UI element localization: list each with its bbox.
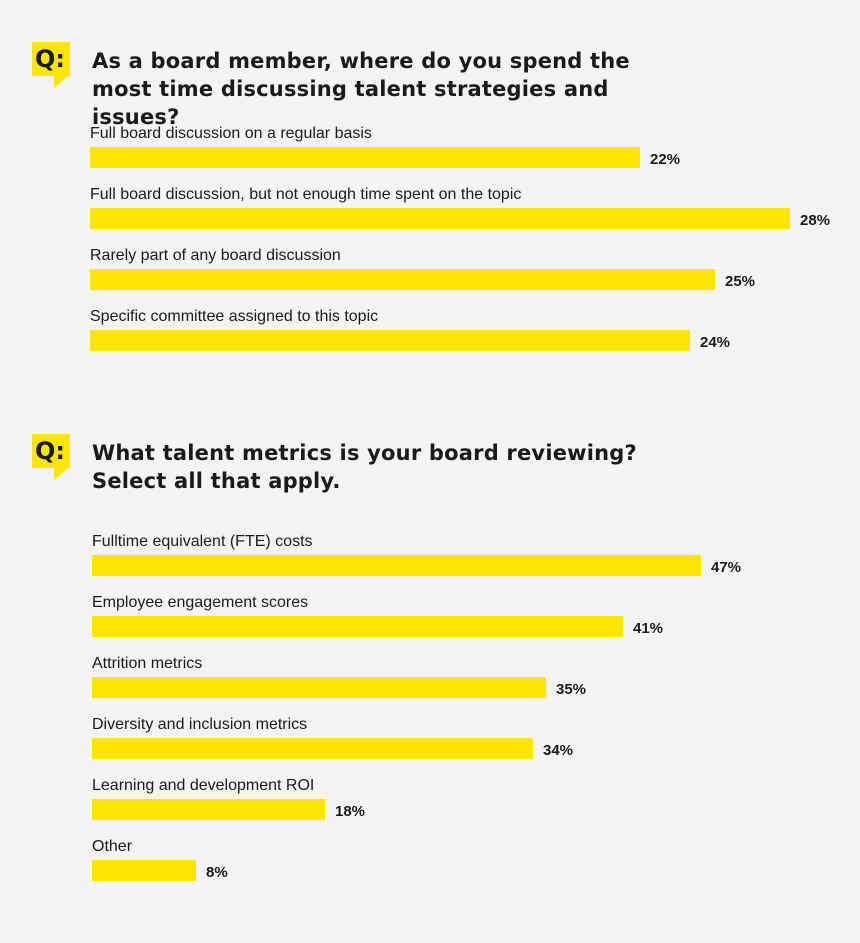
question-title: As a board member, where do you spend th… xyxy=(92,49,630,129)
value-label: 25% xyxy=(725,273,756,290)
bar xyxy=(90,269,715,290)
bar-row: Attrition metrics 35% xyxy=(92,654,860,710)
question-title: What talent metrics is your board review… xyxy=(92,441,637,493)
bar xyxy=(92,799,325,820)
bar-row: Full board discussion, but not enough ti… xyxy=(90,185,860,241)
bar xyxy=(90,147,640,168)
bar-row: Specific committee assigned to this topi… xyxy=(90,307,860,363)
bar xyxy=(92,860,196,881)
value-label: 8% xyxy=(206,864,228,881)
bar xyxy=(92,616,623,637)
category-label: Attrition metrics xyxy=(92,655,203,672)
bar xyxy=(92,677,546,698)
value-label: 35% xyxy=(556,681,587,698)
question-badge: Q: xyxy=(32,42,70,88)
value-label: 22% xyxy=(650,151,681,168)
value-label: 47% xyxy=(711,559,742,576)
value-label: 34% xyxy=(543,742,574,759)
value-label: 41% xyxy=(633,620,664,637)
bar-row: Other 8% xyxy=(92,837,860,893)
bar-row: Diversity and inclusion metrics 34% xyxy=(92,715,860,771)
value-label: 18% xyxy=(335,803,366,820)
category-label: Diversity and inclusion metrics xyxy=(92,716,308,733)
category-label: Other xyxy=(92,838,133,855)
bar-row: Fulltime equivalent (FTE) costs 47% xyxy=(92,532,860,588)
bar xyxy=(92,738,533,759)
bar-row: Learning and development ROI 18% xyxy=(92,776,860,832)
question-badge-text: Q: xyxy=(35,45,65,73)
category-label: Fulltime equivalent (FTE) costs xyxy=(92,533,313,550)
bar-row: Employee engagement scores 41% xyxy=(92,593,860,649)
value-label: 28% xyxy=(800,212,831,229)
question-badge: Q: xyxy=(32,434,70,480)
category-label: Full board discussion, but not enough ti… xyxy=(90,186,522,203)
category-label: Rarely part of any board discussion xyxy=(90,247,341,264)
category-label: Learning and development ROI xyxy=(92,777,315,794)
chart-1: Q: As a board member, where do you spend… xyxy=(0,0,860,400)
bar xyxy=(92,555,701,576)
bar xyxy=(90,208,790,229)
category-label: Employee engagement scores xyxy=(92,594,309,611)
category-label: Full board discussion on a regular basis xyxy=(90,125,372,142)
bar xyxy=(90,330,690,351)
bar-row: Rarely part of any board discussion 25% xyxy=(90,246,860,302)
question-badge-text: Q: xyxy=(35,437,65,465)
bar-row: Full board discussion on a regular basis… xyxy=(90,124,860,180)
value-label: 24% xyxy=(700,334,731,351)
category-label: Specific committee assigned to this topi… xyxy=(90,308,379,325)
